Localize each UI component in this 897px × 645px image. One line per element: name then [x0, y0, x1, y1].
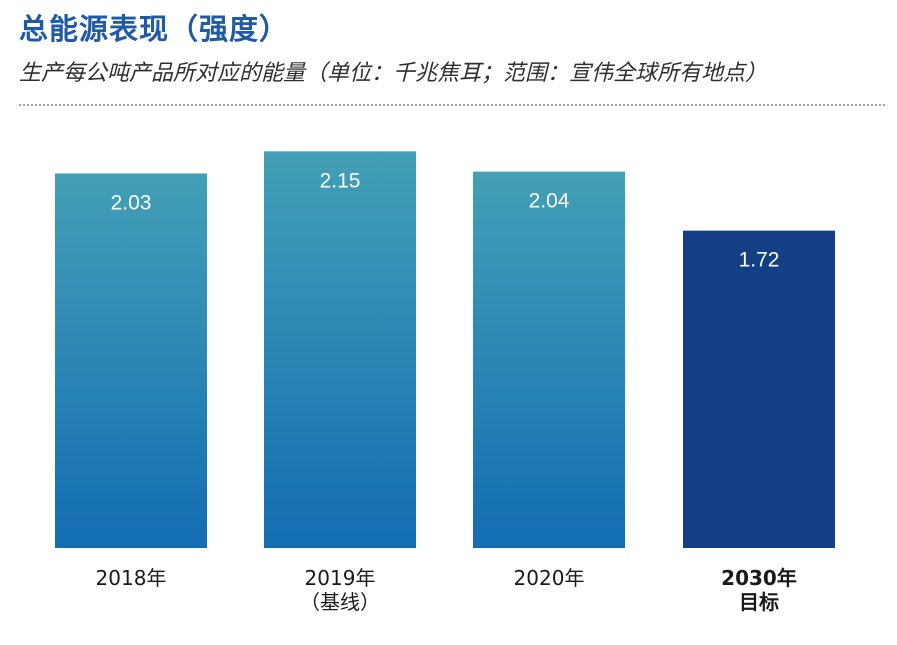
category-label: 2018年	[96, 566, 167, 590]
bar-2	[473, 171, 625, 548]
bar-value-label: 2.15	[320, 169, 361, 192]
bar-value-label: 1.72	[739, 249, 780, 272]
chart-title: 总能源表现（强度）	[19, 12, 290, 46]
category-label: 目标	[739, 590, 779, 614]
bar-0	[55, 173, 207, 548]
bar-1	[264, 151, 416, 548]
bars-group	[55, 151, 835, 548]
category-label: （基线）	[300, 590, 380, 614]
bar-value-label: 2.03	[111, 191, 152, 214]
bar-3	[683, 230, 835, 548]
category-label: 2020年	[514, 566, 585, 590]
bar-value-label: 2.04	[529, 190, 570, 213]
dotted-divider	[19, 104, 885, 106]
category-label: 2019年	[305, 566, 376, 590]
value-labels-group: 2.03 2.15 2.04 1.72	[111, 169, 780, 271]
category-label: 2030年	[721, 566, 797, 590]
chart-subtitle: 生产每公吨产品所对应的能量（单位：千兆焦耳；范围：宣伟全球所有地点）	[19, 61, 768, 86]
